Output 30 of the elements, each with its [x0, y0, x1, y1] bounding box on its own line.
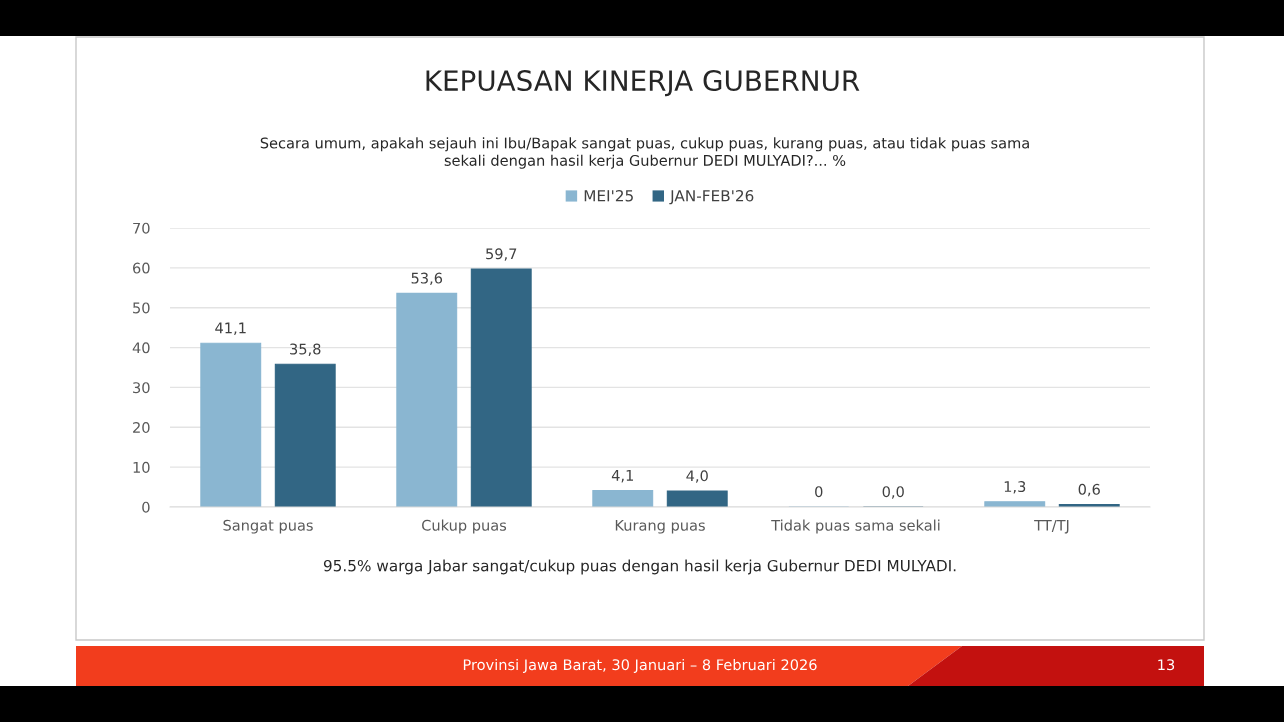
text: Provinsi Jawa Barat, 30 Januari – 8 Februari 2026	[463, 658, 817, 673]
x-tick-label: TT/TJ	[1034, 519, 1069, 534]
text: 95.5% warga Jabar sangat/cukup puas dengan hasil kerja Gubernur DEDI MULYADI.	[323, 559, 956, 575]
y-tick-label: 50	[133, 302, 150, 314]
data-label: 53,6	[411, 272, 443, 286]
x-tick-label: Tidak puas sama sekali	[771, 519, 940, 534]
legend-label: MEI'25	[584, 189, 633, 202]
legend-label: JAN-FEB'26	[669, 189, 754, 205]
x-tick-label: Sangat puas	[223, 519, 313, 534]
text: 13	[1158, 659, 1175, 671]
y-tick-label: 30	[133, 382, 150, 394]
data-label: 35,8	[290, 343, 321, 357]
chart-title: KEPUASAN KINERJA GUBERNUR	[426, 70, 860, 97]
y-tick-label: 10	[133, 461, 150, 473]
data-label: 0,6	[1078, 483, 1100, 497]
x-tick-label: Cukup puas	[422, 519, 507, 534]
data-label: 4,0	[686, 470, 708, 483]
data-label: 0,0	[882, 486, 904, 499]
y-tick-label: 40	[132, 342, 150, 354]
x-tick-label: Kurang puas	[615, 519, 705, 534]
chart-subtitle: Secara umum, apakah sejauh ini Ibu/Bapak sangat puas, cukup puas, kurang puas, atau tidak puas sama sekali dengan hasil kerja Gubernur DEDI MULYADI?... %	[260, 137, 1029, 169]
y-tick-label: 20	[133, 422, 150, 434]
data-label: 41,1	[215, 322, 246, 335]
data-label: 1,3	[1004, 481, 1026, 494]
y-tick-label: 70	[133, 222, 150, 234]
data-label: 0	[815, 486, 823, 498]
y-tick-label: 60	[133, 262, 150, 274]
data-label: 59,7	[486, 248, 517, 261]
y-tick-label: 0	[142, 501, 150, 513]
data-label: 4,1	[611, 470, 634, 483]
